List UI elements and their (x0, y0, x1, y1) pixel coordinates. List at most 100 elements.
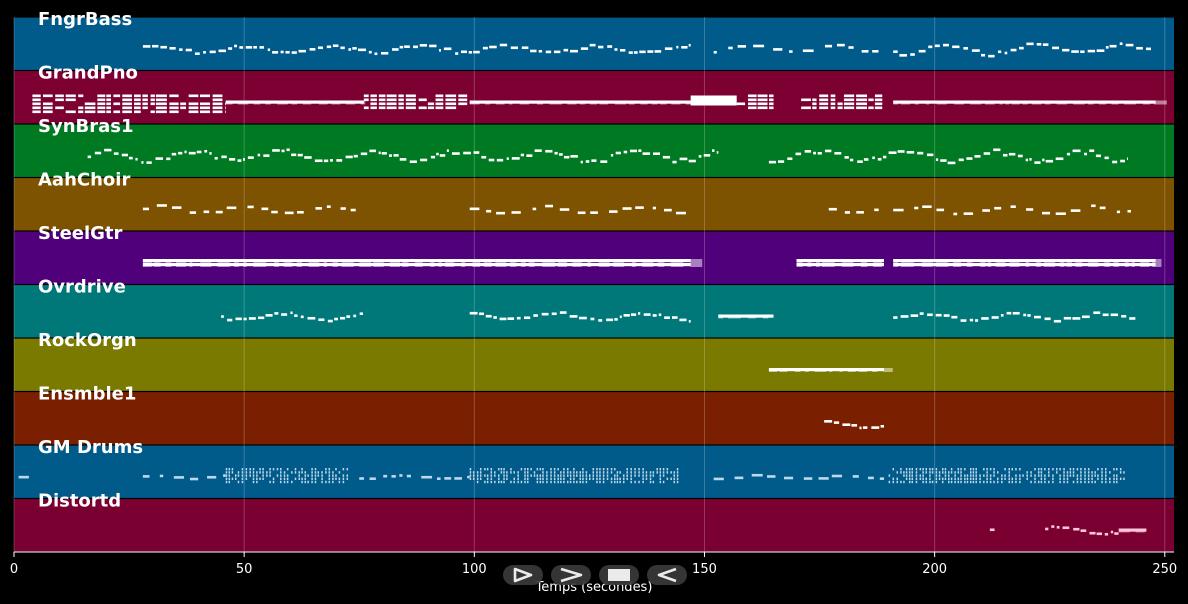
note (983, 152, 991, 155)
note (652, 480, 655, 484)
note (1105, 468, 1107, 471)
note (221, 315, 224, 318)
note (844, 211, 850, 214)
note (280, 471, 282, 474)
note (769, 98, 774, 102)
note (645, 471, 648, 474)
note (675, 211, 686, 215)
note (803, 477, 813, 480)
note (1109, 44, 1117, 48)
note (589, 477, 591, 480)
note (141, 161, 144, 164)
note (32, 94, 41, 98)
note (602, 468, 605, 471)
note (142, 259, 152, 267)
note (509, 100, 513, 105)
note (134, 94, 141, 98)
note (1097, 468, 1099, 471)
fast-forward-button[interactable] (551, 565, 591, 585)
stop-button[interactable] (599, 565, 639, 585)
note (338, 480, 341, 484)
note (218, 49, 226, 53)
note (223, 474, 226, 477)
note (194, 52, 200, 55)
note (979, 477, 981, 480)
note (65, 94, 76, 98)
note (929, 471, 931, 474)
note (1111, 100, 1119, 105)
note (950, 468, 953, 471)
note (398, 94, 404, 98)
note (938, 477, 941, 480)
note (570, 49, 578, 53)
rewind-button[interactable] (647, 565, 687, 585)
note (573, 468, 575, 471)
note (673, 474, 676, 477)
note (819, 102, 829, 106)
note (245, 474, 248, 477)
note (323, 159, 329, 163)
note (494, 480, 496, 484)
note (530, 49, 537, 53)
note (591, 159, 597, 162)
note (599, 100, 609, 105)
note (843, 98, 855, 102)
note (1056, 100, 1068, 105)
note (479, 471, 482, 474)
note (935, 313, 942, 317)
note (169, 102, 179, 106)
note (981, 53, 986, 57)
note (849, 158, 854, 162)
note (966, 480, 969, 484)
note (1076, 468, 1079, 471)
note (1091, 204, 1096, 208)
note (938, 474, 941, 477)
note (234, 44, 238, 48)
note (1091, 471, 1093, 474)
note (257, 153, 261, 157)
note (852, 475, 859, 478)
note (905, 477, 908, 480)
note (993, 471, 995, 474)
note (1048, 474, 1050, 477)
note (42, 102, 53, 106)
note (418, 106, 427, 110)
note (929, 468, 931, 471)
note (524, 480, 526, 484)
note (276, 100, 288, 105)
note (630, 468, 632, 471)
note (616, 474, 619, 477)
note (1015, 480, 1017, 484)
note (1052, 474, 1054, 477)
note (1113, 477, 1115, 480)
note (966, 259, 973, 267)
note (420, 158, 428, 162)
note (472, 259, 481, 267)
play-button[interactable] (503, 565, 543, 585)
note (389, 259, 401, 267)
note (935, 158, 939, 161)
note (330, 159, 333, 162)
note (596, 480, 598, 484)
note (225, 471, 228, 474)
note (910, 53, 915, 56)
note (728, 314, 741, 319)
note (234, 259, 240, 267)
note (345, 155, 353, 159)
note (203, 51, 206, 54)
note (688, 159, 696, 163)
note (207, 475, 217, 479)
note (527, 480, 529, 484)
note (315, 207, 322, 210)
note-segment (801, 94, 883, 110)
note (638, 480, 640, 484)
note (1116, 480, 1118, 484)
note (122, 102, 132, 106)
note (931, 471, 934, 474)
note (155, 110, 167, 114)
note (156, 204, 167, 207)
note (1080, 529, 1087, 532)
note (332, 477, 334, 480)
note (596, 468, 598, 471)
note (1042, 43, 1049, 46)
